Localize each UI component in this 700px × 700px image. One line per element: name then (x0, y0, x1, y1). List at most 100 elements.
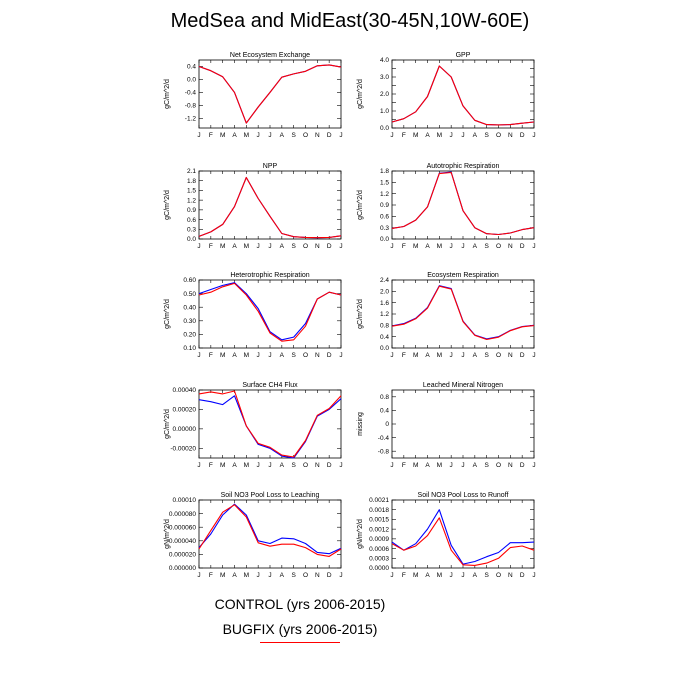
series-line-control (391, 171, 535, 236)
x-tick-label: J (257, 572, 260, 579)
x-tick-label: N (508, 462, 513, 469)
y-tick-label: 1.8 (187, 178, 196, 185)
x-tick-label: N (315, 132, 320, 139)
panel-frame (391, 59, 535, 129)
legend-control-label: CONTROL (yrs 2006-2015) (214, 596, 386, 612)
x-tick-label: A (425, 132, 430, 139)
panel-title: Soil NO3 Pool Loss to Runoff (418, 492, 509, 499)
panel-frame (198, 170, 342, 240)
x-tick-label: F (402, 132, 406, 139)
x-tick-label: J (268, 352, 271, 359)
y-tick-label: 1.2 (380, 311, 389, 318)
panel-title: Soil NO3 Pool Loss to Leaching (221, 492, 320, 499)
x-tick-label: J (339, 352, 342, 359)
y-tick-label: 1.5 (187, 188, 196, 195)
series-line-control (198, 64, 342, 124)
x-tick-label: J (197, 462, 200, 469)
x-tick-label: F (402, 243, 406, 250)
x-tick-label: O (496, 462, 501, 469)
x-tick-label: O (303, 243, 308, 250)
x-tick-label: O (496, 352, 501, 359)
x-tick-label: S (291, 352, 296, 359)
x-tick-label: A (280, 352, 285, 359)
x-tick-label: D (520, 132, 525, 139)
series-line-control (391, 509, 535, 565)
x-tick-label: D (327, 352, 332, 359)
x-tick-label: N (508, 132, 513, 139)
x-tick-label: A (425, 352, 430, 359)
series-line-bugfix (198, 64, 342, 124)
series-line-control (391, 285, 535, 340)
y-tick-label: 0.8 (380, 394, 389, 401)
x-tick-label: N (508, 352, 513, 359)
x-tick-label: A (473, 352, 478, 359)
x-tick-label: M (220, 352, 225, 359)
x-tick-label: A (232, 132, 237, 139)
series-line-control (198, 503, 342, 555)
x-tick-label: O (496, 572, 501, 579)
x-tick-label: A (232, 572, 237, 579)
x-tick-label: A (473, 243, 478, 250)
y-tick-label: 3.0 (380, 74, 389, 81)
x-tick-label: F (209, 572, 213, 579)
x-tick-label: J (532, 352, 535, 359)
x-tick-label: N (315, 572, 320, 579)
y-axis-label: gC/m^2/d (164, 190, 171, 220)
x-tick-label: J (461, 243, 464, 250)
x-tick-label: J (197, 243, 200, 250)
x-tick-label: J (532, 572, 535, 579)
y-tick-label: 0.4 (187, 64, 196, 71)
panel-title: NPP (263, 163, 278, 170)
y-tick-label: 2.4 (380, 277, 389, 284)
x-tick-label: F (209, 243, 213, 250)
x-tick-label: S (291, 132, 296, 139)
y-tick-label: 0 (385, 421, 389, 428)
x-tick-label: M (244, 462, 249, 469)
x-tick-label: O (303, 132, 308, 139)
x-tick-label: F (402, 352, 406, 359)
x-tick-label: M (437, 132, 442, 139)
x-tick-label: A (280, 462, 285, 469)
y-axis-label: gC/m^2/d (164, 409, 171, 439)
x-tick-label: M (220, 243, 225, 250)
x-tick-label: J (390, 132, 393, 139)
x-tick-label: J (268, 572, 271, 579)
y-tick-label: 0.0015 (369, 517, 389, 524)
x-tick-label: M (220, 132, 225, 139)
x-tick-label: M (220, 462, 225, 469)
x-tick-label: J (339, 132, 342, 139)
y-tick-label: 0.0000 (369, 565, 389, 572)
y-tick-label: 0.0018 (369, 507, 389, 514)
x-tick-label: O (496, 132, 501, 139)
y-tick-label: 0.000080 (169, 511, 196, 518)
x-tick-label: A (425, 462, 430, 469)
y-tick-label: 0.0 (187, 77, 196, 84)
y-axis-label: gC/m^2/d (164, 299, 171, 329)
x-tick-label: O (303, 572, 308, 579)
x-tick-label: M (244, 243, 249, 250)
y-tick-label: 0.40 (183, 304, 196, 311)
x-tick-label: S (484, 572, 489, 579)
y-tick-label: 0.0003 (369, 555, 389, 562)
x-tick-label: D (520, 572, 525, 579)
y-tick-label: 2.0 (380, 91, 389, 98)
x-tick-label: A (232, 243, 237, 250)
x-tick-label: F (402, 462, 406, 469)
x-tick-label: J (532, 462, 535, 469)
y-tick-label: -0.8 (378, 448, 390, 455)
x-tick-label: O (303, 352, 308, 359)
y-tick-label: 0.0012 (369, 526, 389, 533)
legend-bugfix-label: BUGFIX (yrs 2006-2015) (222, 621, 378, 637)
y-tick-label: -0.8 (185, 103, 197, 110)
x-tick-label: S (291, 243, 296, 250)
y-axis-label: gN/m^2/d (357, 519, 364, 549)
panel-frame (198, 59, 342, 129)
y-tick-label: 0.0 (380, 345, 389, 352)
x-tick-label: J (390, 352, 393, 359)
x-tick-label: J (450, 243, 453, 250)
x-tick-label: S (484, 352, 489, 359)
panel-title: Heterotrophic Respiration (230, 272, 309, 279)
x-tick-label: D (520, 462, 525, 469)
